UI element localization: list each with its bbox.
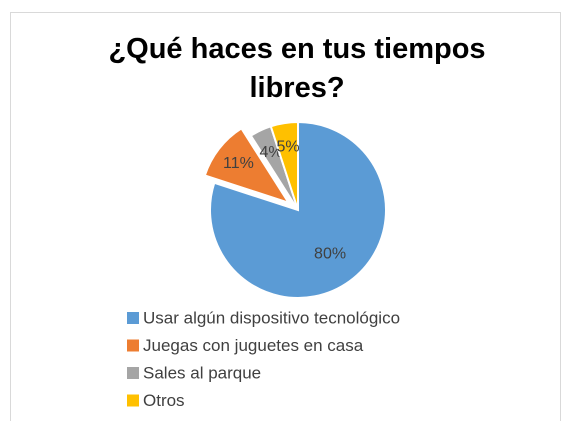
legend-label: Juegas con juguetes en casa [143,336,364,355]
pie-slice [203,126,291,205]
legend-label: Sales al parque [143,363,261,382]
legend-swatch [127,339,139,352]
data-label: 5% [277,139,300,156]
data-label: 11% [223,155,254,172]
chart-title: ¿Qué haces en tus tiempos libres? [108,33,485,104]
legend-label: Otros [143,391,185,410]
data-label: 80% [314,245,346,262]
pie-slice [269,120,299,211]
legend-label: Usar algún dispositivo tecnológico [143,308,400,327]
legend-swatch [127,312,139,324]
legend-swatch [127,367,139,379]
legend-swatch [127,394,139,407]
data-label: 4% [259,144,282,161]
